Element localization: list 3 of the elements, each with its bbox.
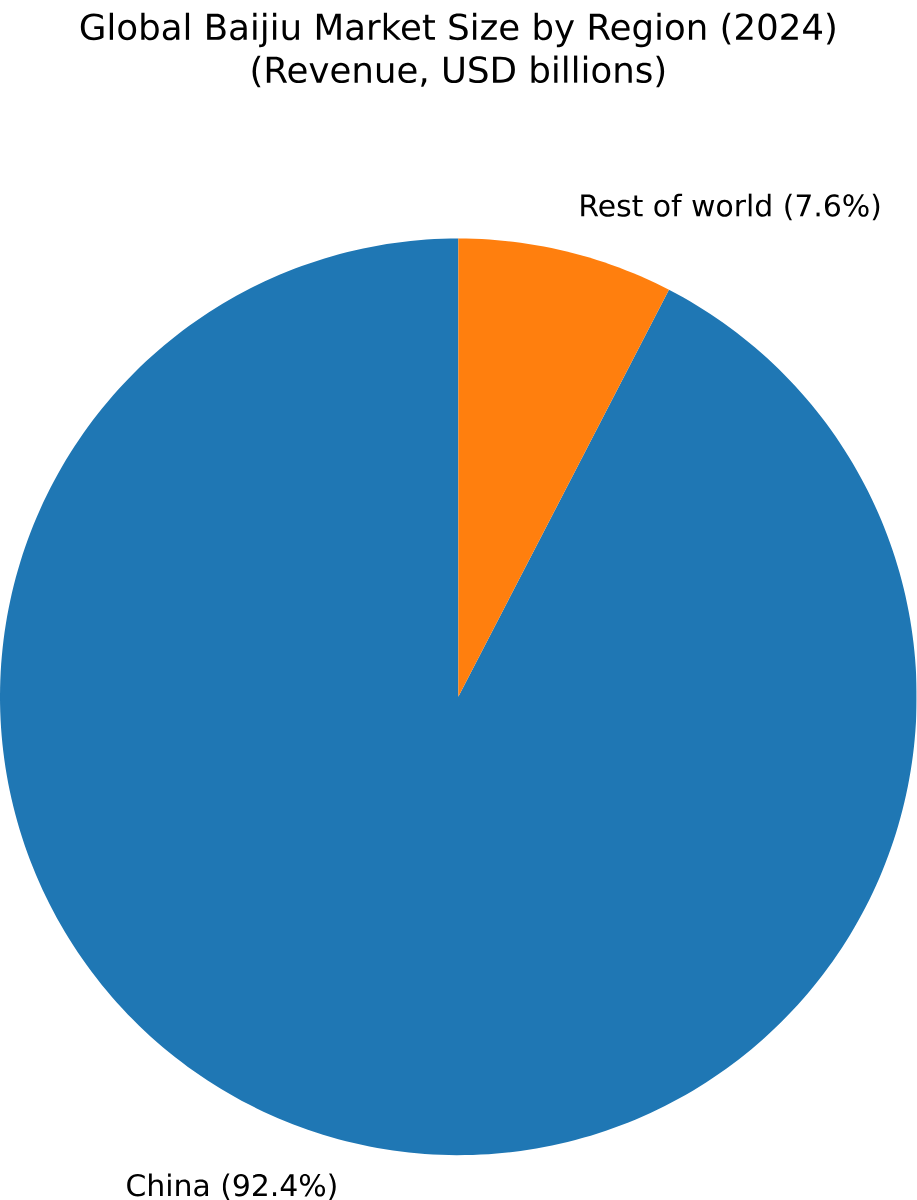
slice-label: Rest of world (7.6%) [581,193,880,221]
slice-label: China (92.4%) [127,1173,336,1200]
chart-title: Global Baijiu Market Size by Region (2024) (Revenue, USD billions) [80,12,835,88]
